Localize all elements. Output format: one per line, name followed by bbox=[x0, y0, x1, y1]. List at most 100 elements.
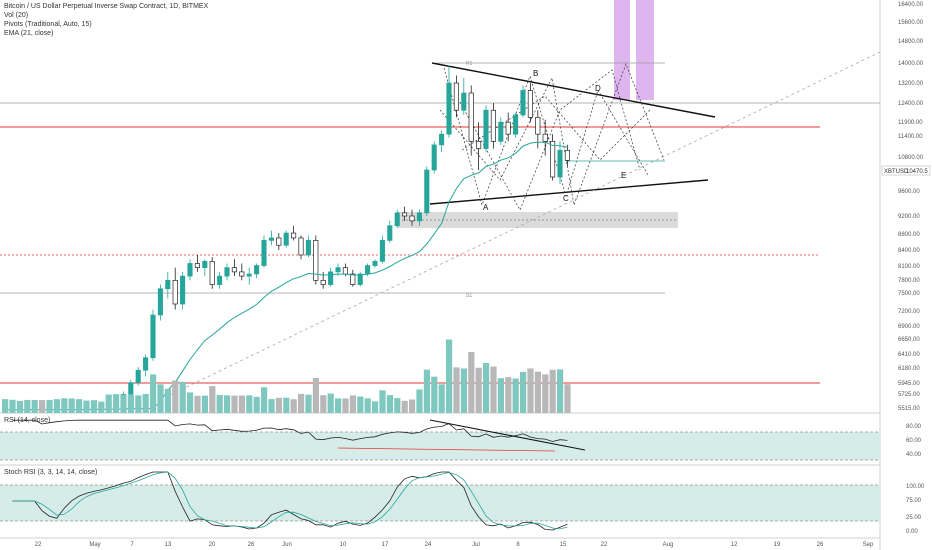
rsi-band bbox=[0, 432, 880, 460]
stoch-band bbox=[0, 485, 880, 521]
time-axis-label: Jul bbox=[472, 542, 480, 548]
volume-bar bbox=[446, 339, 453, 413]
volume-bar bbox=[401, 400, 408, 413]
volume-bar bbox=[135, 395, 142, 413]
volume-bar bbox=[238, 395, 245, 413]
candle-body bbox=[350, 273, 356, 285]
wave-label-d: D bbox=[595, 84, 601, 93]
legend-volume: Vol (20) bbox=[4, 12, 29, 19]
legend-pivots: Pivots (Traditional, Auto, 15) bbox=[4, 21, 92, 28]
price-axis-label: 8400.00 bbox=[898, 248, 920, 254]
price-axis-label: 12400.00 bbox=[898, 101, 924, 107]
time-axis-label: Jun bbox=[282, 542, 292, 548]
volume-bar bbox=[157, 384, 164, 413]
candle-body bbox=[342, 267, 348, 275]
highlight-band-1 bbox=[614, 0, 630, 100]
time-axis-label: May bbox=[89, 542, 100, 548]
candle-body bbox=[276, 237, 282, 246]
time-axis-label: 8 bbox=[516, 542, 520, 548]
volume-bar bbox=[520, 371, 527, 413]
stoch-level-25: 25.00 bbox=[906, 515, 922, 521]
price-axis-label: 8100.00 bbox=[898, 264, 920, 270]
candle-body bbox=[461, 92, 467, 111]
volume-bar bbox=[290, 399, 297, 413]
volume-bar bbox=[564, 384, 571, 413]
highlight-band-2 bbox=[636, 0, 654, 100]
price-axis-label: 6410.00 bbox=[898, 352, 920, 358]
volume-bar bbox=[342, 398, 349, 413]
rsi-level-40: 40.00 bbox=[906, 452, 922, 458]
candle-body bbox=[357, 273, 363, 285]
stoch-d-line bbox=[12, 471, 568, 530]
volume-bar bbox=[409, 399, 416, 413]
candle-body bbox=[217, 275, 223, 285]
candle-body bbox=[505, 121, 511, 135]
candle-body bbox=[254, 265, 260, 275]
rsi-resistance-trendline bbox=[429, 419, 586, 451]
volume-bar bbox=[305, 394, 312, 413]
candle-body bbox=[335, 267, 341, 273]
candle-body bbox=[483, 109, 489, 149]
candle-body bbox=[135, 369, 141, 384]
candle-body bbox=[476, 140, 482, 149]
volume-bar bbox=[268, 399, 275, 413]
volume-bar bbox=[364, 398, 371, 413]
volume-bar bbox=[512, 378, 519, 413]
price-axis-label: 8800.00 bbox=[898, 232, 920, 238]
volume-bar bbox=[98, 401, 105, 413]
time-axis-label: 24 bbox=[425, 542, 432, 548]
volume-bar bbox=[179, 381, 186, 413]
volume-bar bbox=[453, 367, 460, 413]
candle-body bbox=[180, 275, 186, 305]
price-axis[interactable]: 16400.00 15600.00 14800.00 14000.00 13200.00… bbox=[898, 2, 924, 412]
volume-bar bbox=[164, 388, 171, 413]
volume-bar bbox=[312, 377, 319, 413]
candle-body bbox=[246, 273, 252, 277]
volume-bar bbox=[209, 386, 216, 413]
volume-bar bbox=[31, 400, 38, 413]
candle-body bbox=[313, 240, 319, 281]
candle-body bbox=[305, 240, 311, 256]
candle-body bbox=[365, 265, 371, 275]
triangle-upper-trendline bbox=[431, 62, 716, 118]
volume-bar bbox=[372, 401, 379, 413]
volume-bar bbox=[113, 394, 120, 413]
candle-body bbox=[520, 90, 526, 116]
wave-paths bbox=[439, 63, 665, 211]
rsi-pane-label: RSI (14, close) bbox=[4, 417, 51, 424]
volume-bar bbox=[557, 369, 564, 413]
time-axis[interactable]: 22 May 7 13 20 26 Jun 10 17 24 Jul 8 15 22 Aug 12 19 26 Se… bbox=[35, 542, 874, 548]
candle-body bbox=[268, 237, 274, 241]
price-axis-label: 7500.00 bbox=[898, 291, 920, 297]
volume-bar bbox=[327, 393, 334, 413]
volume-bar bbox=[76, 399, 83, 413]
candle-body bbox=[535, 117, 541, 135]
volume-bar bbox=[379, 390, 386, 413]
volume-bar bbox=[90, 400, 97, 413]
wave-label-a: A bbox=[483, 203, 489, 212]
wave-label-c: C bbox=[563, 194, 569, 203]
candle-body bbox=[320, 279, 326, 285]
time-axis-label: 19 bbox=[774, 542, 781, 548]
candle-body bbox=[194, 263, 200, 269]
candle-body bbox=[453, 82, 459, 111]
candle-body bbox=[283, 232, 289, 246]
candle-body bbox=[468, 92, 474, 142]
volume-bar bbox=[201, 395, 208, 413]
price-axis-label: 10800.00 bbox=[898, 155, 924, 161]
pivot-s1-label: S1 bbox=[466, 293, 472, 299]
candle-body bbox=[291, 232, 297, 239]
volume-bar bbox=[231, 395, 238, 413]
volume-bar bbox=[438, 384, 445, 413]
candle-body bbox=[542, 133, 548, 142]
price-axis-label: 14000.00 bbox=[898, 61, 924, 67]
rsi-level-80: 80.00 bbox=[906, 424, 922, 430]
candle-body bbox=[128, 382, 134, 395]
pivot-r1-label: R1 bbox=[466, 61, 473, 67]
price-axis-label: 7200.00 bbox=[898, 309, 920, 315]
time-axis-label: Aug bbox=[663, 542, 674, 548]
volume-bar bbox=[68, 398, 75, 413]
time-axis-label: 20 bbox=[209, 542, 216, 548]
candle-body bbox=[439, 133, 445, 146]
